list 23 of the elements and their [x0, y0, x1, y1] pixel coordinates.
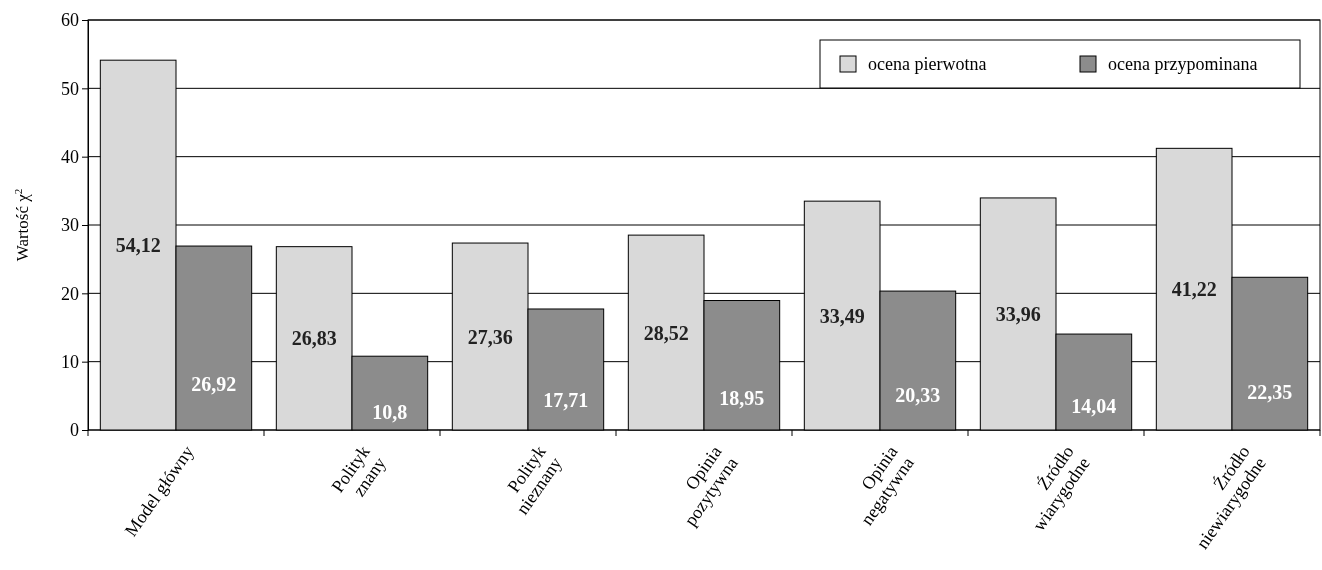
data-label: 10,8 — [372, 400, 408, 423]
legend-label: ocena przypominana — [1108, 54, 1258, 75]
data-label: 20,33 — [895, 384, 941, 407]
data-label: 17,71 — [543, 388, 589, 411]
data-label: 26,92 — [191, 373, 237, 396]
data-label: 33,96 — [995, 302, 1041, 325]
y-tick-label: 40 — [61, 146, 79, 167]
y-tick-label: 50 — [61, 78, 79, 99]
data-label: 27,36 — [467, 325, 513, 348]
y-tick-label: 60 — [61, 10, 79, 31]
data-label: 54,12 — [115, 234, 161, 257]
data-label: 18,95 — [719, 386, 765, 409]
y-tick-label: 0 — [70, 420, 79, 441]
data-label: 28,52 — [643, 321, 689, 344]
data-label: 14,04 — [1071, 395, 1117, 418]
y-tick-label: 30 — [61, 215, 79, 236]
data-label: 26,83 — [291, 327, 337, 350]
data-label: 41,22 — [1171, 278, 1217, 301]
y-tick-label: 20 — [61, 283, 79, 304]
legend-label: ocena pierwotna — [868, 54, 987, 75]
data-label: 33,49 — [819, 304, 865, 327]
data-label: 22,35 — [1247, 380, 1293, 403]
y-tick-label: 10 — [61, 351, 79, 372]
